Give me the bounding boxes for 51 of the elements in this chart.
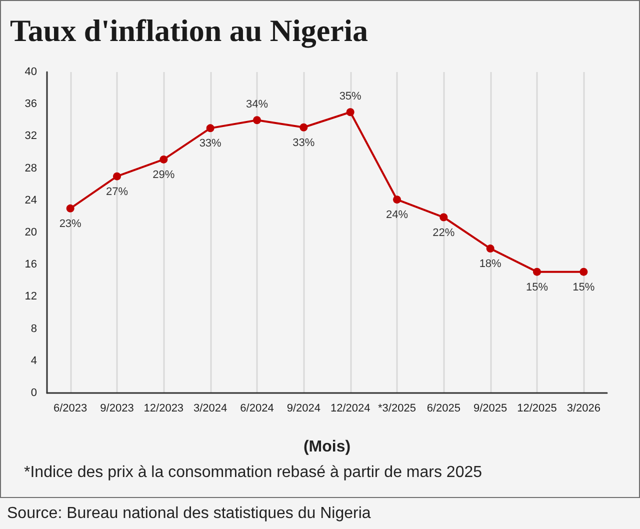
x-tick-label: 9/2023: [100, 402, 134, 414]
data-label: 33%: [199, 138, 222, 150]
data-label: 24%: [386, 209, 408, 222]
y-tick-label: 4: [30, 354, 37, 367]
x-tick-label: 6/2024: [240, 402, 274, 414]
point: [533, 268, 541, 276]
point: [160, 155, 168, 164]
text: *Indice des prix à la consommation rebasé à partir de mars 2025: [24, 464, 482, 482]
data-label: 27%: [106, 186, 128, 198]
data-label: 34%: [246, 98, 268, 111]
x-tick-label: 6/2025: [426, 402, 460, 414]
x-tick-label: 9/2025: [474, 402, 508, 414]
point: [393, 196, 401, 204]
y-tick-label: 12: [24, 290, 37, 303]
point: [300, 123, 308, 132]
point: [440, 213, 448, 222]
x-tick-label: 6/2023: [54, 402, 88, 414]
x-axis-title: (Mois): [303, 438, 351, 456]
x-tick-label: 12/2023: [144, 402, 184, 414]
data-label: 33%: [292, 136, 315, 149]
x-tick-label: *3/2025: [378, 402, 416, 414]
y-tick-label: 8: [30, 322, 37, 335]
point: [253, 116, 261, 124]
data-label: 22%: [432, 226, 455, 239]
point: [580, 268, 588, 276]
x-tick-label: 9/2024: [286, 402, 320, 414]
x-tick-label: 3/2024: [194, 402, 228, 414]
point: [66, 204, 74, 212]
y-tick-label: 0: [30, 387, 37, 399]
point: [206, 124, 214, 132]
x-tick-label: 12/2024: [330, 402, 370, 414]
data-label: 18%: [479, 258, 502, 270]
y-tick-label: 24: [24, 194, 37, 206]
point: [113, 172, 121, 180]
data-label: 15%: [572, 281, 595, 294]
y-tick-label: 36: [24, 98, 37, 110]
data-label: 23%: [59, 218, 82, 230]
y-tick-label: 16: [24, 258, 37, 271]
point: [486, 244, 494, 253]
x-tick-label: 3/2026: [566, 402, 600, 414]
data-label: 15%: [526, 281, 548, 294]
data-label: 29%: [152, 168, 175, 181]
point: [346, 108, 354, 116]
y-tick-label: 40: [24, 66, 37, 78]
y-tick-label: 32: [24, 130, 37, 142]
chart-title: Taux d'inflation au Nigeria: [10, 13, 368, 49]
data-label: 35%: [339, 90, 362, 103]
y-tick-label: 20: [24, 226, 37, 238]
x-tick-label: 12/2025: [517, 402, 557, 414]
y-tick-label: 28: [24, 162, 37, 174]
source-note: Source: Bureau national des statistiques du Nigeria: [7, 505, 371, 523]
